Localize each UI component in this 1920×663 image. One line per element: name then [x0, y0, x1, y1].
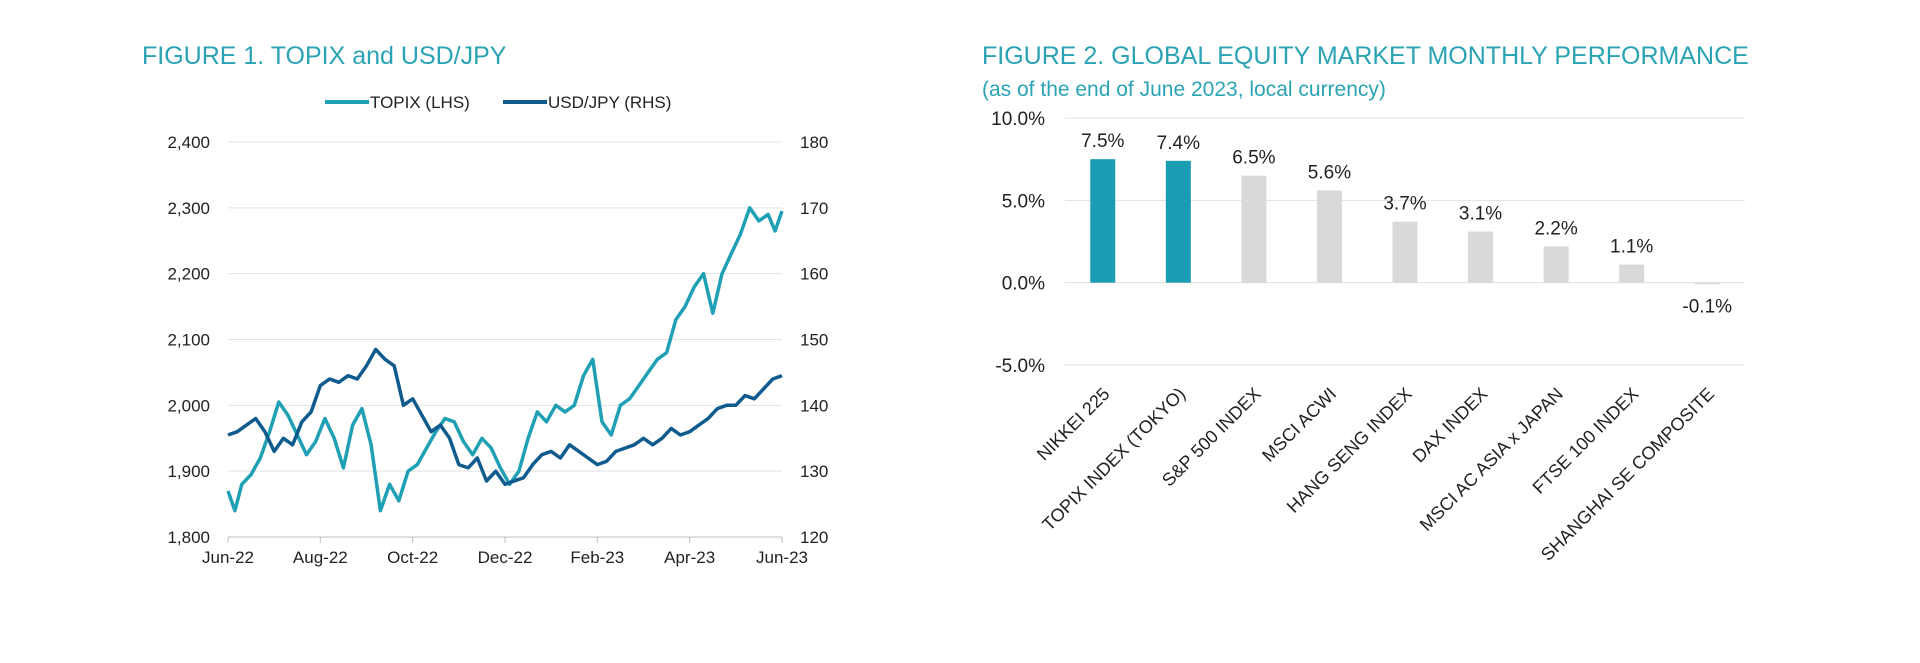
x-axis-tick-label: Oct-22 [387, 548, 438, 567]
x-axis-tick-label: Apr-23 [664, 548, 715, 567]
bar [1619, 264, 1645, 283]
category-label: SHANGHAI SE COMPOSITE [1537, 384, 1718, 565]
bar [1468, 231, 1494, 283]
left-axis-tick-label: 2,000 [167, 396, 210, 415]
right-axis-tick-label: 180 [800, 133, 828, 152]
legend-usdjpy-label: USD/JPY (RHS) [548, 93, 671, 112]
x-axis-tick-label: Feb-23 [570, 548, 624, 567]
bar-data-label: 1.1% [1610, 237, 1653, 258]
left-axis-tick-label: 2,200 [167, 265, 210, 284]
bar-data-label: 3.1% [1459, 204, 1502, 225]
right-axis-tick-label: 140 [800, 396, 828, 415]
x-axis-tick-label: Jun-22 [202, 548, 254, 567]
bar-data-label: 3.7% [1383, 194, 1426, 215]
category-label: S&P 500 INDEX [1158, 384, 1265, 491]
topix-usdjpy-line-chart: 1,800 1,900 2,000 2,100 2,200 2,300 2,400 120 13… [167, 93, 828, 567]
category-label: MSCI AC ASIA x JAPAN [1416, 384, 1567, 535]
figure2-title: FIGURE 2. GLOBAL EQUITY MARKET MONTHLY P… [982, 42, 1749, 70]
right-axis-tick-label: 130 [800, 462, 828, 481]
category-label: FTSE 100 INDEX [1529, 384, 1643, 498]
bar [1165, 160, 1191, 283]
bar [1543, 246, 1569, 283]
bar-data-label: -0.1% [1682, 297, 1732, 318]
usdjpy-series-line [227, 347, 783, 487]
left-axis-tick-label: 2,100 [167, 331, 210, 350]
category-label: TOPIX INDEX (TOKYO) [1038, 384, 1189, 535]
category-label: NIKKEI 225 [1033, 384, 1114, 465]
bar [1694, 282, 1720, 285]
figure2-subtitle: (as of the end of June 2023, local curre… [982, 78, 1386, 101]
bar-data-label: 2.2% [1534, 218, 1577, 239]
right-axis-tick-label: 150 [800, 331, 828, 350]
bar [1241, 175, 1267, 283]
bar-data-label: 5.6% [1308, 162, 1351, 183]
left-axis-tick-label: 1,900 [167, 462, 210, 481]
bar [1392, 221, 1418, 283]
x-axis-tick-label: Jun-23 [756, 548, 808, 567]
bar-data-label: 7.5% [1081, 131, 1124, 152]
bar-data-label: 6.5% [1232, 148, 1275, 169]
bar [1316, 190, 1342, 283]
figure1-title: FIGURE 1. TOPIX and USD/JPY [142, 42, 507, 70]
left-axis-tick-label: 1,800 [167, 528, 210, 547]
left-axis-tick-label: 2,300 [167, 199, 210, 218]
y-axis-tick-label: 10.0% [991, 109, 1045, 130]
bar [1090, 159, 1116, 283]
topix-series-line [226, 206, 784, 513]
y-axis-tick-label: 5.0% [1002, 191, 1045, 212]
category-label: HANG SENG INDEX [1283, 384, 1416, 517]
bar-data-label: 7.4% [1157, 133, 1200, 154]
right-axis-tick-label: 170 [800, 199, 828, 218]
legend-topix-label: TOPIX (LHS) [370, 93, 470, 112]
y-axis-tick-label: 0.0% [1002, 274, 1045, 295]
x-axis-tick-label: Aug-22 [293, 548, 348, 567]
left-axis-tick-label: 2,400 [167, 133, 210, 152]
category-label: DAX INDEX [1409, 384, 1492, 467]
y-axis-tick-label: -5.0% [995, 356, 1045, 377]
x-axis-tick-label: Dec-22 [478, 548, 533, 567]
right-axis-tick-label: 160 [800, 265, 828, 284]
right-axis-tick-label: 120 [800, 528, 828, 547]
category-label: MSCI ACWI [1258, 384, 1340, 466]
